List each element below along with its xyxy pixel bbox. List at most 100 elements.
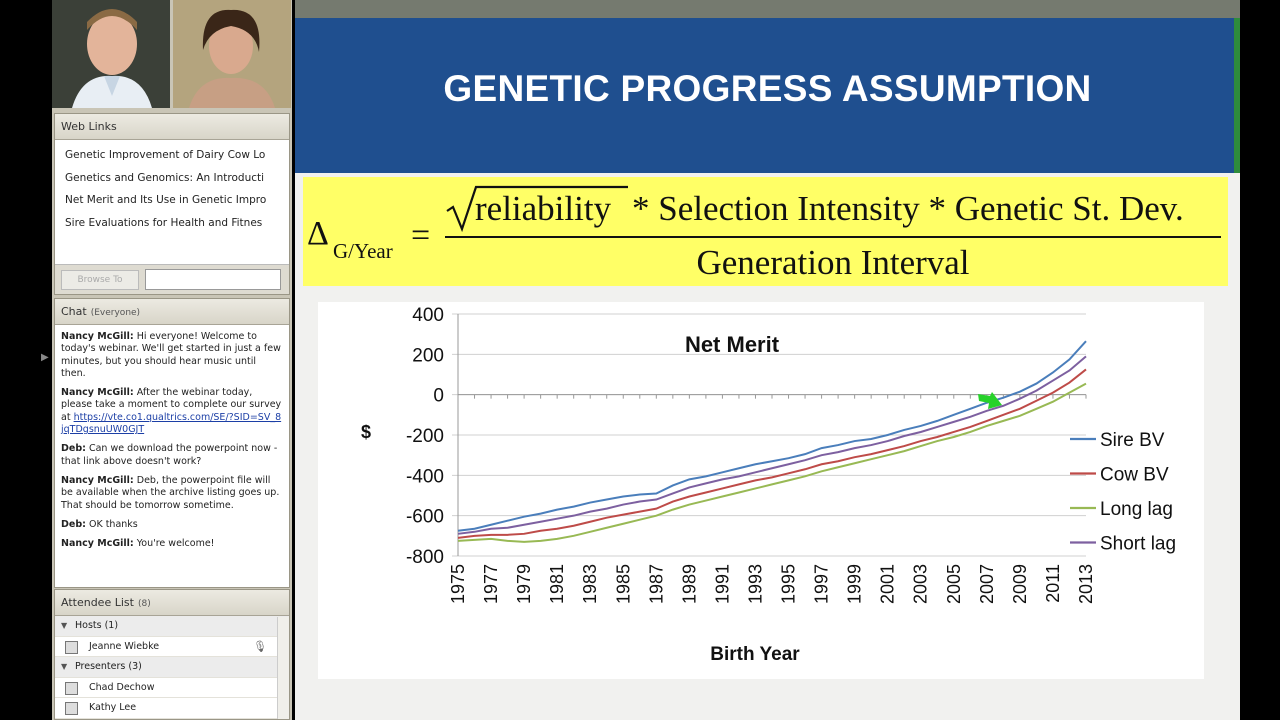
expand-triangle-icon[interactable]: ▼ bbox=[61, 621, 68, 630]
slide-accent-stripe bbox=[1234, 18, 1240, 173]
web-link-item[interactable]: Sire Evaluations for Health and Fitnes bbox=[65, 216, 263, 229]
series-line-long-lag bbox=[457, 382, 1087, 543]
x-axis-label: Birth Year bbox=[710, 644, 800, 665]
presenters-group[interactable]: ▼ Presenters (3) bbox=[55, 657, 289, 678]
web-links-title: Web Links bbox=[55, 114, 289, 140]
legend-label: Short lag bbox=[1100, 534, 1176, 555]
x-tick-label: 2011 bbox=[1043, 564, 1063, 603]
x-tick-label: 2009 bbox=[1010, 564, 1030, 604]
x-tick-label: 1999 bbox=[845, 564, 865, 604]
hosts-group[interactable]: ▼ Hosts (1) bbox=[55, 616, 289, 637]
formula-numerator: * Selection Intensity * Genetic St. Dev. bbox=[632, 189, 1184, 228]
web-link-item[interactable]: Net Merit and Its Use in Genetic Impro bbox=[65, 194, 267, 206]
browse-url-input[interactable] bbox=[145, 269, 281, 290]
sidebar: Web Links Genetic Improvement of Dairy C… bbox=[52, 0, 292, 720]
x-tick-label: 2007 bbox=[977, 564, 997, 604]
y-tick-label: -200 bbox=[406, 426, 444, 447]
formula-denominator: Generation Interval bbox=[696, 243, 970, 282]
x-tick-label: 1985 bbox=[613, 564, 633, 604]
y-tick-label: 200 bbox=[412, 345, 444, 366]
webcam-presenter-2 bbox=[173, 0, 291, 108]
legend-label: Sire BV bbox=[1100, 430, 1165, 451]
chat-sender: Nancy McGill: bbox=[61, 387, 134, 399]
chart-background bbox=[318, 302, 1204, 679]
series-line-short-lag bbox=[457, 355, 1087, 535]
attendee-name: Jeanne Wiebke bbox=[89, 640, 160, 652]
webcam-presenter-1 bbox=[52, 0, 170, 108]
chat-message: Nancy McGill: Deb, the powerpoint file w… bbox=[61, 474, 280, 511]
web-links-panel: Web Links Genetic Improvement of Dairy C… bbox=[54, 113, 290, 295]
legend-label: Cow BV bbox=[1100, 465, 1169, 486]
y-tick-label: -600 bbox=[406, 507, 444, 528]
series-line-sire-bv bbox=[457, 340, 1087, 532]
user-icon bbox=[65, 681, 78, 695]
x-tick-label: 2005 bbox=[944, 564, 964, 604]
y-tick-label: 0 bbox=[433, 386, 444, 407]
x-tick-label: 1979 bbox=[514, 564, 534, 604]
microphone-icon: 🎙 bbox=[253, 639, 267, 653]
formula-delta: Δ bbox=[307, 215, 329, 252]
slide-title-bar bbox=[295, 18, 1240, 173]
attendee-list-title: Attendee List bbox=[61, 596, 134, 609]
x-tick-label: 1977 bbox=[481, 564, 501, 604]
chat-message: Nancy McGill: Hi everyone! Welcome to to… bbox=[61, 331, 281, 379]
slide-top-bar bbox=[295, 0, 1240, 18]
collapse-arrow-icon[interactable]: ▶ bbox=[41, 352, 49, 363]
web-link-item[interactable]: Genetics and Genomics: An Introducti bbox=[65, 171, 265, 184]
chat-panel: Chat (Everyone) Nancy McGill: Hi everyone… bbox=[54, 298, 290, 588]
chat-sender: Deb: bbox=[61, 518, 86, 530]
y-tick-label: 400 bbox=[412, 305, 444, 326]
formula-box: Δ G/Year = reliability * Selection Inten… bbox=[303, 177, 1228, 286]
pointer-arrow-icon bbox=[978, 392, 1002, 409]
square-root-sign bbox=[446, 185, 628, 233]
formula-equals: = bbox=[411, 217, 431, 254]
survey-link[interactable]: https://vte.co1.qualtrics.com/SE/?SID=SV… bbox=[61, 411, 282, 436]
chat-message: Nancy McGill: You're welcome! bbox=[61, 538, 215, 550]
x-tick-label: 1995 bbox=[779, 564, 799, 604]
x-tick-label: 1983 bbox=[580, 564, 600, 604]
expand-triangle-icon[interactable]: ▼ bbox=[61, 662, 68, 671]
chart-title: Net Merit bbox=[685, 332, 780, 357]
attendee-scrollbar[interactable] bbox=[277, 617, 289, 719]
user-icon bbox=[65, 640, 78, 654]
x-tick-label: 1989 bbox=[679, 564, 699, 604]
x-tick-label: 2013 bbox=[1076, 564, 1096, 604]
user-icon bbox=[65, 702, 78, 715]
chat-sender: Nancy McGill: bbox=[61, 538, 134, 550]
attendee-row[interactable]: Kathy Lee bbox=[55, 698, 289, 719]
chat-message: Nancy McGill: After the webinar today, p… bbox=[61, 387, 282, 436]
x-tick-label: 2001 bbox=[878, 564, 898, 604]
attendee-row[interactable]: Chad Dechow bbox=[55, 677, 289, 698]
attendee-list-panel: Attendee List (8) ▼ Hosts (1) Jeanne Wieb… bbox=[54, 589, 290, 720]
x-tick-label: 1997 bbox=[812, 564, 832, 604]
y-tick-label: -800 bbox=[406, 547, 444, 568]
chat-sender: Nancy McGill: bbox=[61, 474, 134, 486]
slide-title: GENETIC PROGRESS ASSUMPTION bbox=[443, 68, 1092, 109]
formula-subscript: G/Year bbox=[333, 239, 393, 263]
chat-scope: (Everyone) bbox=[90, 308, 141, 318]
chat-message: Deb: OK thanks bbox=[61, 518, 138, 530]
series-line-cow-bv bbox=[457, 368, 1087, 539]
y-axis-label: $ bbox=[361, 422, 371, 442]
legend-label: Long lag bbox=[1100, 499, 1173, 520]
x-tick-label: 1991 bbox=[712, 564, 732, 604]
x-tick-label: 2003 bbox=[911, 564, 931, 604]
x-tick-label: 1981 bbox=[547, 564, 567, 604]
attendee-name: Kathy Lee bbox=[89, 702, 137, 713]
fraction-bar bbox=[445, 236, 1221, 238]
chat-title: Chat bbox=[61, 305, 87, 318]
attendee-name: Chad Dechow bbox=[89, 681, 155, 693]
x-tick-label: 1975 bbox=[448, 564, 468, 604]
hosts-label: Hosts (1) bbox=[75, 620, 119, 631]
chat-sender: Deb: bbox=[61, 443, 86, 455]
attendee-count: (8) bbox=[137, 599, 151, 609]
x-tick-label: 1993 bbox=[745, 564, 765, 604]
attendee-row[interactable]: Jeanne Wiebke 🎙 bbox=[55, 636, 289, 657]
web-link-item[interactable]: Genetic Improvement of Dairy Cow Lo bbox=[65, 149, 266, 161]
browse-to-button[interactable]: Browse To bbox=[61, 270, 139, 290]
chat-message: Deb: Can we download the powerpoint now … bbox=[61, 443, 278, 467]
presenters-label: Presenters (3) bbox=[75, 661, 142, 672]
chat-sender: Nancy McGill: bbox=[61, 331, 134, 342]
x-tick-label: 1987 bbox=[646, 564, 666, 604]
